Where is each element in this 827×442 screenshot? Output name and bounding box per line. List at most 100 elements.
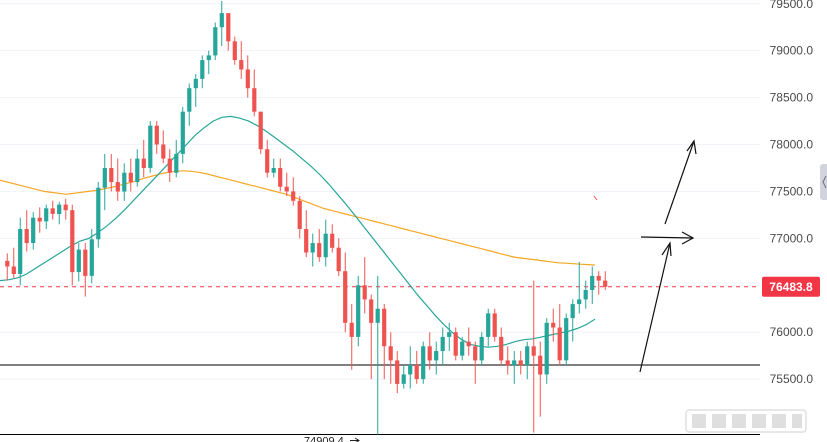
candle-body xyxy=(83,249,88,276)
candle-body xyxy=(115,182,120,192)
candle-body xyxy=(265,149,270,173)
candle xyxy=(63,198,68,220)
arrow-up-right-shaft xyxy=(664,140,695,225)
candle xyxy=(89,228,94,284)
candle xyxy=(317,228,322,262)
current-price-badge xyxy=(762,276,820,297)
candle xyxy=(245,55,250,98)
candle-body xyxy=(102,168,107,188)
candle-body xyxy=(50,208,55,214)
candle xyxy=(603,271,608,290)
candle-body xyxy=(187,88,192,112)
candle-body xyxy=(57,204,62,214)
candle-body xyxy=(583,290,588,300)
candle xyxy=(180,106,185,164)
candle-body xyxy=(317,243,322,258)
candle-body xyxy=(453,332,458,356)
candle-body xyxy=(356,285,361,337)
candle xyxy=(596,271,601,295)
y-tick-label: 79500.0 xyxy=(770,0,814,11)
candle-body xyxy=(382,308,387,347)
arrow-up-left-head xyxy=(661,241,672,257)
candle xyxy=(336,238,341,276)
candle xyxy=(466,327,471,356)
candle-body xyxy=(544,322,549,375)
candle-body xyxy=(304,229,309,253)
candle xyxy=(538,341,543,417)
candle-body xyxy=(161,144,166,159)
candle xyxy=(453,327,458,361)
arrow-up-left-shaft xyxy=(639,242,671,373)
candles xyxy=(5,0,608,435)
candle xyxy=(219,0,224,46)
candle-body xyxy=(590,275,595,290)
candle xyxy=(141,139,146,178)
candle-body xyxy=(440,336,445,351)
candle-body xyxy=(362,285,367,300)
y-tick-label: 78000.0 xyxy=(770,138,814,152)
candle-body xyxy=(570,304,575,319)
candle xyxy=(583,280,588,309)
axis-scroll-handle[interactable] xyxy=(820,164,827,200)
candle xyxy=(50,200,55,220)
y-tick-label: 75500.0 xyxy=(770,372,814,386)
candle xyxy=(278,158,283,192)
candle-body xyxy=(213,27,218,56)
candle-body xyxy=(577,299,582,305)
candle-body xyxy=(89,239,94,276)
candle-body xyxy=(447,332,452,337)
candle xyxy=(291,177,296,206)
candle xyxy=(486,308,491,347)
candle xyxy=(362,257,367,314)
candle xyxy=(128,158,133,192)
candle xyxy=(408,346,413,389)
candle-body xyxy=(271,168,276,173)
candle-body xyxy=(564,318,569,361)
candle xyxy=(174,139,179,178)
candle-body xyxy=(154,125,159,145)
candle xyxy=(557,304,562,366)
candle-body xyxy=(128,172,133,183)
drawn-arrows xyxy=(593,139,697,373)
candle xyxy=(369,294,374,380)
candle-body xyxy=(206,55,211,61)
candle xyxy=(401,365,406,389)
candle-body xyxy=(167,158,172,173)
candle xyxy=(577,261,582,314)
candle-body xyxy=(31,217,36,243)
candle-body xyxy=(401,374,406,384)
candle xyxy=(349,304,354,370)
candle xyxy=(11,247,16,278)
candle xyxy=(304,210,309,258)
candle-body xyxy=(291,191,296,201)
candle xyxy=(265,139,270,178)
candle xyxy=(479,332,484,366)
candle-body xyxy=(330,233,335,248)
candle xyxy=(70,204,75,286)
candle xyxy=(447,322,452,351)
candle-body xyxy=(109,168,114,183)
candle xyxy=(135,149,140,187)
candle-body xyxy=(349,322,354,337)
candle xyxy=(122,163,127,201)
candle-body xyxy=(226,13,231,42)
candle-body xyxy=(486,313,491,337)
candle-body xyxy=(96,187,101,240)
candle-body xyxy=(219,13,224,28)
candle-body xyxy=(70,210,75,273)
candle-body xyxy=(551,322,556,328)
candle-body xyxy=(310,243,315,253)
candle-body xyxy=(466,341,471,347)
candle-body xyxy=(427,346,432,361)
candle xyxy=(434,341,439,375)
candle-body xyxy=(505,360,510,366)
candle xyxy=(167,149,172,183)
candle-body xyxy=(11,266,16,274)
candle-body xyxy=(122,172,127,192)
candle-body xyxy=(193,78,198,89)
candle xyxy=(590,266,595,305)
candle-body xyxy=(473,346,478,361)
candle xyxy=(239,41,244,79)
candle-body xyxy=(135,158,140,183)
